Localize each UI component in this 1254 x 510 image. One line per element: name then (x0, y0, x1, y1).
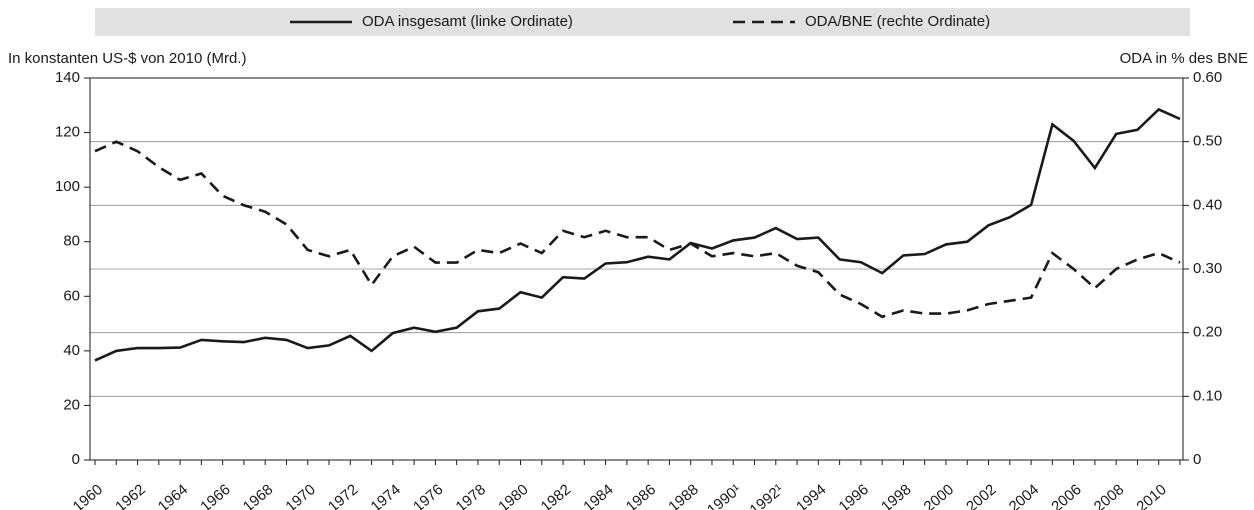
x-tick-label: 1966 (197, 481, 233, 510)
x-tick-label: 1988 (665, 481, 701, 510)
y-tick-label: 20 (63, 396, 80, 413)
y2-tick-label: 0.10 (1193, 387, 1222, 404)
y-tick-label: 40 (63, 342, 80, 359)
x-tick-label: 1978 (453, 481, 489, 510)
y2-tick-label: 0.30 (1193, 260, 1222, 277)
y-tick-label: 0 (72, 451, 80, 468)
x-tick-label: 1974 (367, 481, 403, 510)
x-tick-label: 1980 (495, 481, 531, 510)
x-tick-label: 2000 (921, 481, 957, 510)
x-tick-label: 1968 (240, 481, 276, 510)
y2-tick-label: 0.40 (1193, 196, 1222, 213)
legend-label: ODA insgesamt (linke Ordinate) (362, 13, 573, 30)
x-tick-label: 1964 (155, 481, 191, 510)
y2-tick-label: 0.60 (1193, 69, 1222, 86)
x-tick-label: 1962 (112, 481, 148, 510)
x-tick-label: 1982 (538, 481, 574, 510)
y2-tick-label: 0.50 (1193, 133, 1222, 150)
legend-background (95, 8, 1190, 36)
y-tick-label: 140 (55, 69, 80, 86)
y-tick-label: 80 (63, 233, 80, 250)
x-tick-label: 1990¹ (704, 481, 744, 510)
x-tick-label: 1972 (325, 481, 361, 510)
y-axis-title: In konstanten US-$ von 2010 (Mrd.) (8, 50, 246, 67)
plot-frame (89, 77, 1184, 461)
x-tick-label: 1994 (793, 481, 829, 510)
x-tick-label: 2006 (1048, 481, 1084, 510)
y-tick-label: 120 (55, 124, 80, 141)
x-tick-label: 1976 (410, 481, 446, 510)
x-tick-label: 2004 (1006, 481, 1042, 510)
y-tick-label: 100 (55, 178, 80, 195)
y2-tick-label: 0 (1193, 451, 1201, 468)
x-tick-label: 1998 (878, 481, 914, 510)
x-tick-label: 1996 (836, 481, 872, 510)
series-line (94, 140, 1181, 319)
x-tick-label: 1986 (623, 481, 659, 510)
series-line (94, 107, 1181, 362)
x-tick-label: 2008 (1091, 481, 1127, 510)
x-tick-label: 2002 (963, 481, 999, 510)
y2-tick-label: 0.20 (1193, 324, 1222, 341)
x-tick-label: 1970 (282, 481, 318, 510)
y2-axis-title: ODA in % des BNE (1120, 50, 1248, 67)
x-tick-label: 1992¹ (747, 481, 787, 510)
legend-label: ODA/BNE (rechte Ordinate) (805, 13, 990, 30)
x-tick-label: 1984 (580, 481, 616, 510)
x-tick-label: 2010 (1133, 481, 1169, 510)
y-tick-label: 60 (63, 287, 80, 304)
x-tick-label: 1960 (70, 481, 106, 510)
